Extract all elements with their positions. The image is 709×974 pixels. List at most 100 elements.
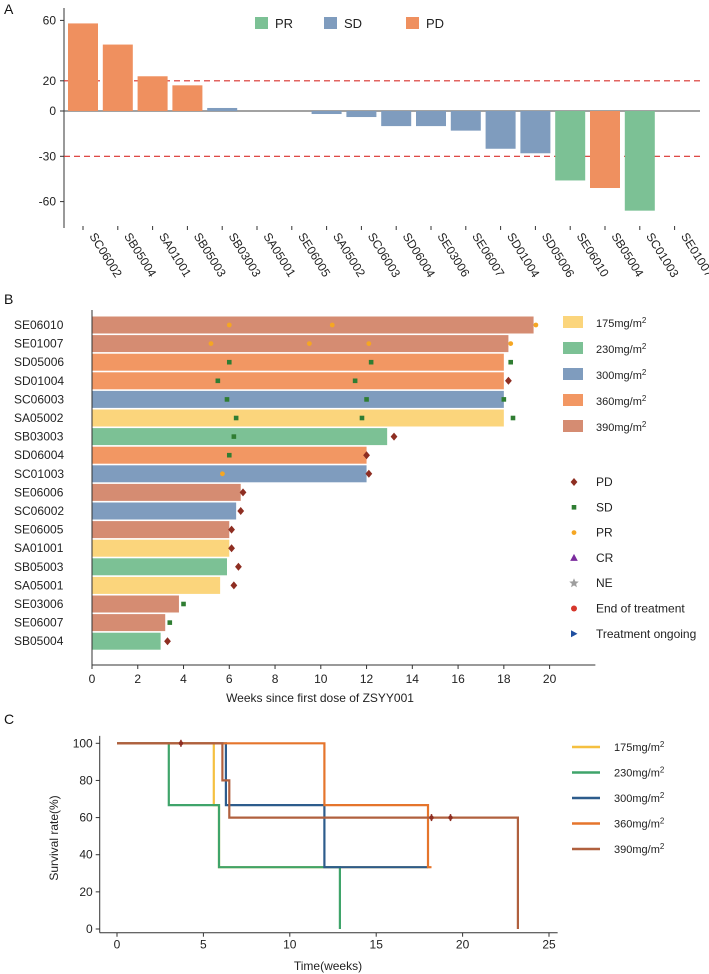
dose-legend-label-text: 300mg/m	[596, 370, 642, 382]
x-tick-label: 16	[451, 672, 465, 686]
marker-sd	[501, 397, 507, 402]
y-tick-label: -60	[39, 195, 57, 209]
legend-label: 390mg/m2	[614, 842, 665, 856]
patient-label: SB05003	[14, 560, 64, 574]
legend-label-text: 300mg/m	[614, 793, 660, 805]
legend-marker-end-of-treatment	[571, 605, 577, 612]
bar-se06010	[92, 316, 534, 334]
category-label: SB05004	[121, 230, 159, 280]
x-tick-label: 10	[283, 938, 297, 952]
bar-se03006	[416, 111, 446, 127]
legend-label-sup: 2	[660, 817, 665, 826]
patient-label: SE06010	[14, 318, 64, 332]
marker-legend-label: SD	[596, 500, 613, 514]
marker-pd	[365, 469, 373, 478]
censor-dot	[429, 815, 434, 820]
y-tick-label: 0	[49, 104, 56, 118]
category-label: SA05002	[330, 230, 368, 280]
marker-sd	[226, 452, 232, 458]
dose-legend-label-sup: 2	[642, 316, 647, 325]
survival-curve	[117, 742, 341, 929]
legend-label: 230mg/m2	[614, 766, 665, 780]
marker-sd	[352, 378, 358, 384]
legend-label-sup: 2	[660, 766, 665, 775]
dose-swatch	[563, 368, 583, 380]
x-tick-label: 15	[370, 938, 384, 952]
marker-sd	[233, 415, 239, 421]
legend-label-sup: 2	[660, 740, 665, 749]
y-tick-label: 20	[79, 885, 93, 899]
panel-label-a: A	[4, 1, 14, 17]
category-label: SA05001	[260, 230, 298, 280]
patient-label: SA05001	[14, 578, 64, 592]
dose-legend-label-sup: 2	[642, 342, 647, 351]
legend-label: 175mg/m2	[614, 740, 665, 754]
marker-pr	[306, 341, 312, 346]
marker-legend-label: NE	[596, 576, 613, 590]
patient-label: SC06002	[14, 504, 64, 518]
patient-label: SA01001	[14, 541, 64, 555]
patient-label: SB03003	[14, 430, 64, 444]
legend-marker-sd	[571, 505, 577, 510]
marker-pd	[505, 376, 512, 385]
patient-label: SB05004	[14, 634, 64, 648]
bar-sb05003	[92, 558, 227, 576]
patient-label: SE01007	[14, 337, 64, 351]
patient-label: SE06007	[14, 616, 64, 630]
category-label: SE06005	[295, 230, 333, 280]
x-tick-label: 20	[543, 672, 557, 686]
dose-swatch	[563, 342, 583, 354]
legend-label-sup: 2	[660, 842, 665, 851]
bar-sa01001	[92, 539, 230, 557]
bar-sc01003	[624, 111, 655, 211]
marker-legend-label: PR	[596, 526, 613, 540]
legend-marker-pd	[570, 478, 578, 486]
marker-pd	[390, 432, 398, 441]
bar-sa01001	[137, 76, 168, 111]
bar-sb03003	[92, 428, 388, 446]
marker-pd	[235, 562, 242, 571]
marker-sd	[167, 620, 173, 625]
marker-sd	[181, 601, 186, 607]
patient-label: SC06003	[14, 392, 64, 406]
bar-sb05004	[102, 44, 133, 112]
x-tick-label: 0	[114, 938, 121, 952]
x-tick-label: 5	[200, 938, 207, 952]
panel-label-b: B	[4, 291, 13, 307]
x-tick-label: 20	[456, 938, 470, 952]
dose-legend-label: 230mg/m2	[596, 342, 647, 356]
legend-label-sd: SD	[344, 16, 362, 31]
legend-label-pr: PR	[275, 16, 293, 31]
legend-label-text: 230mg/m	[614, 768, 660, 780]
category-label: SC06002	[86, 230, 125, 280]
y-tick-label: 80	[79, 773, 93, 787]
y-tick-label: 0	[86, 922, 93, 936]
legend-label: 360mg/m2	[614, 817, 665, 831]
x-tick-label: 0	[89, 672, 96, 686]
x-tick-label: 10	[314, 672, 328, 686]
panel-a-axes: 60 20 0 -30 -60	[39, 8, 700, 228]
bar-sa05002	[92, 409, 504, 427]
marker-pd	[363, 451, 370, 460]
legend-swatch-pd	[406, 17, 419, 29]
censor-dot	[448, 815, 453, 820]
bar-se06007	[450, 111, 481, 131]
marker-sd	[364, 397, 369, 402]
bar-sb05004	[590, 111, 620, 189]
category-label: SE06007	[469, 230, 507, 280]
bar-se06007	[92, 614, 166, 632]
marker-sd	[224, 397, 230, 402]
dose-legend-label-text: 360mg/m	[596, 396, 642, 408]
legend-marker-ne	[569, 578, 579, 588]
marker-sd	[510, 415, 516, 421]
category-label: SE01007	[678, 230, 709, 280]
legend-label-pd: PD	[426, 16, 444, 31]
category-label: SE03006	[434, 230, 472, 280]
y-tick-label: 40	[79, 848, 93, 862]
x-tick-label: 25	[542, 938, 556, 952]
bar-sa05002	[311, 111, 342, 115]
x-tick-label: 8	[272, 672, 279, 686]
dose-legend-label-sup: 2	[642, 394, 647, 403]
marker-legend-label: Treatment ongoing	[596, 627, 696, 641]
